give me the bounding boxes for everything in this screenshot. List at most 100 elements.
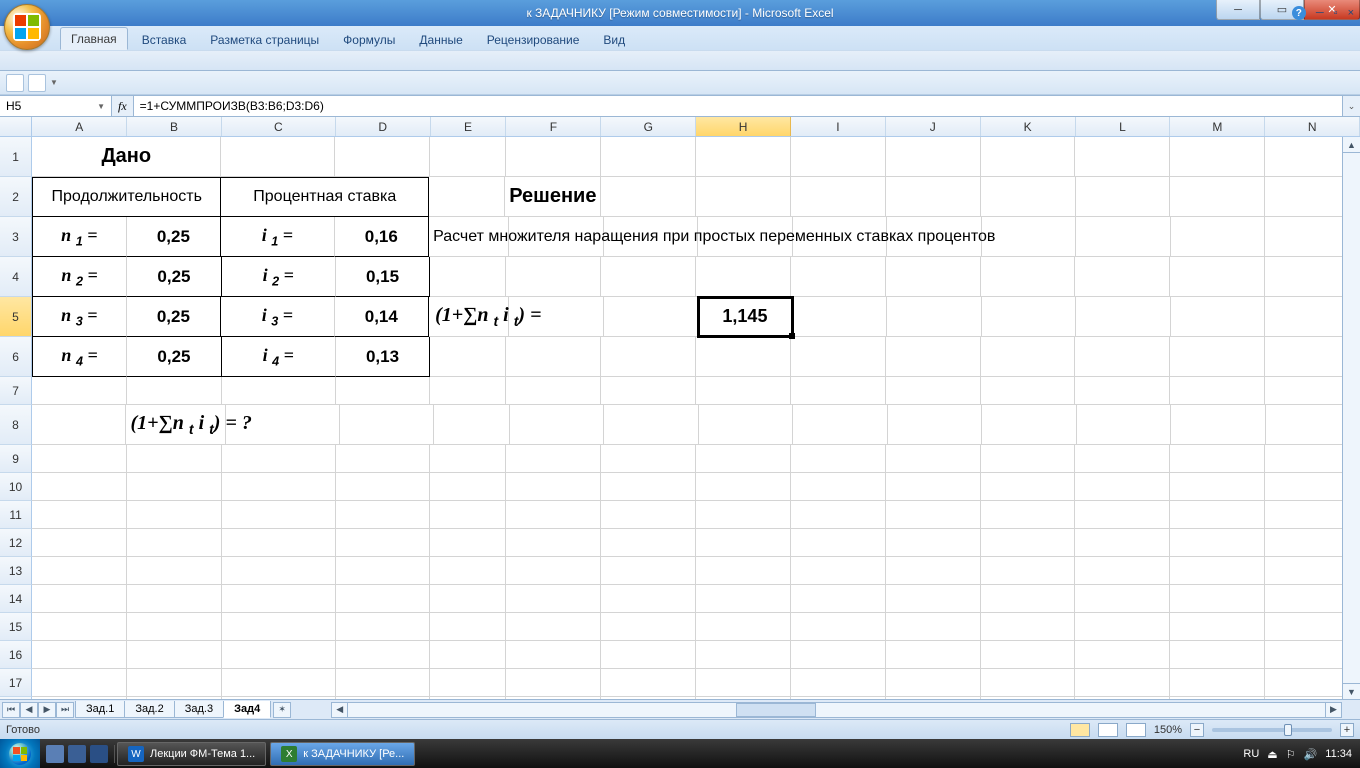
cell[interactable] xyxy=(1170,557,1265,585)
row-header[interactable]: 16 xyxy=(0,641,32,669)
cell[interactable] xyxy=(981,257,1076,297)
mdi-close-icon[interactable]: × xyxy=(1348,7,1354,19)
cell[interactable] xyxy=(604,405,698,445)
cell[interactable] xyxy=(32,529,127,557)
cell[interactable] xyxy=(886,557,981,585)
cell[interactable] xyxy=(127,501,222,529)
column-header[interactable]: M xyxy=(1170,117,1265,136)
cell[interactable] xyxy=(1171,297,1266,337)
row-header[interactable]: 11 xyxy=(0,501,32,529)
cell[interactable] xyxy=(506,377,601,405)
cell[interactable] xyxy=(1075,137,1170,177)
cell[interactable]: n 3 = xyxy=(32,297,127,337)
cell[interactable] xyxy=(791,557,886,585)
cell[interactable]: 0,25 xyxy=(127,337,222,377)
sheet-tab[interactable]: Зад.3 xyxy=(174,701,224,718)
ribbon-tab[interactable]: Вид xyxy=(593,29,635,50)
cell[interactable] xyxy=(981,613,1076,641)
cell[interactable] xyxy=(430,137,506,177)
cell[interactable]: Продолжительность xyxy=(32,177,221,217)
cell[interactable] xyxy=(1075,377,1170,405)
scroll-up-icon[interactable]: ▲ xyxy=(1343,137,1360,153)
cell[interactable]: (1+∑n t i t) = ? xyxy=(126,405,226,445)
cell[interactable] xyxy=(601,529,696,557)
cell[interactable]: 0,25 xyxy=(127,257,222,297)
row-header[interactable]: 12 xyxy=(0,529,32,557)
volume-icon[interactable]: 🔊 xyxy=(1304,748,1318,761)
column-header[interactable]: E xyxy=(431,117,507,136)
cell[interactable] xyxy=(430,585,506,613)
ribbon-tab[interactable]: Данные xyxy=(409,29,472,50)
cell[interactable] xyxy=(886,337,981,377)
column-header[interactable]: K xyxy=(981,117,1076,136)
cell[interactable] xyxy=(127,669,222,697)
cell[interactable] xyxy=(430,257,506,297)
cell[interactable] xyxy=(601,377,696,405)
cell[interactable] xyxy=(1075,445,1170,473)
cell[interactable] xyxy=(434,405,510,445)
cell[interactable] xyxy=(791,473,886,501)
column-header[interactable]: G xyxy=(601,117,696,136)
cell[interactable] xyxy=(1170,669,1265,697)
cell[interactable] xyxy=(336,641,431,669)
cell[interactable] xyxy=(222,529,336,557)
cell[interactable] xyxy=(222,557,336,585)
view-pagebreak-icon[interactable] xyxy=(1126,723,1146,737)
cell[interactable] xyxy=(32,473,127,501)
scroll-down-icon[interactable]: ▼ xyxy=(1343,683,1360,699)
zoom-in-button[interactable]: + xyxy=(1340,723,1354,737)
cell[interactable] xyxy=(791,529,886,557)
cell[interactable] xyxy=(1077,405,1171,445)
cell[interactable] xyxy=(32,613,127,641)
sheet-last-icon[interactable]: ⏭ xyxy=(56,702,74,718)
cell[interactable] xyxy=(32,557,127,585)
language-indicator[interactable]: RU xyxy=(1243,748,1259,760)
cell[interactable]: i 1 = xyxy=(221,217,334,257)
cell[interactable] xyxy=(696,613,791,641)
cell[interactable] xyxy=(222,669,336,697)
row-header[interactable]: 10 xyxy=(0,473,32,501)
cell[interactable] xyxy=(222,613,336,641)
cell[interactable] xyxy=(601,669,696,697)
cell[interactable] xyxy=(506,473,601,501)
cell[interactable] xyxy=(127,557,222,585)
cell[interactable] xyxy=(601,585,696,613)
cell[interactable] xyxy=(127,585,222,613)
cell[interactable] xyxy=(1170,501,1265,529)
cell[interactable]: Процентная ставка xyxy=(221,177,429,217)
scroll-left-icon[interactable]: ◀ xyxy=(332,703,348,717)
cell[interactable] xyxy=(1170,257,1265,297)
cell[interactable] xyxy=(336,473,431,501)
cell[interactable]: (1+∑n t i t) = xyxy=(429,297,509,337)
cell[interactable] xyxy=(601,445,696,473)
cell[interactable] xyxy=(335,137,430,177)
row-header[interactable]: 14 xyxy=(0,585,32,613)
cell[interactable] xyxy=(696,137,791,177)
cell[interactable] xyxy=(696,529,791,557)
cell[interactable]: 0,16 xyxy=(335,217,430,257)
cell[interactable] xyxy=(1170,337,1265,377)
cell[interactable] xyxy=(886,669,981,697)
cell[interactable] xyxy=(601,177,696,217)
sheet-tab[interactable]: Зад.2 xyxy=(124,701,174,718)
cell[interactable] xyxy=(793,297,888,337)
cell[interactable] xyxy=(981,377,1076,405)
cell[interactable] xyxy=(601,473,696,501)
cell[interactable] xyxy=(510,405,604,445)
cell[interactable] xyxy=(793,405,887,445)
cell[interactable] xyxy=(1170,529,1265,557)
cell[interactable]: Дано xyxy=(32,137,221,177)
cell[interactable] xyxy=(791,445,886,473)
cell[interactable] xyxy=(981,669,1076,697)
sheet-next-icon[interactable]: ▶ xyxy=(38,702,56,718)
cell[interactable] xyxy=(336,445,431,473)
scroll-right-icon[interactable]: ▶ xyxy=(1325,703,1341,717)
cell[interactable] xyxy=(1170,473,1265,501)
quicklaunch-icon[interactable] xyxy=(68,745,86,763)
cell[interactable] xyxy=(699,405,793,445)
cell[interactable] xyxy=(222,501,336,529)
cell[interactable] xyxy=(886,501,981,529)
cell[interactable]: 0,25 xyxy=(127,297,222,337)
cell[interactable] xyxy=(430,641,506,669)
row-header[interactable]: 2 xyxy=(0,177,32,217)
